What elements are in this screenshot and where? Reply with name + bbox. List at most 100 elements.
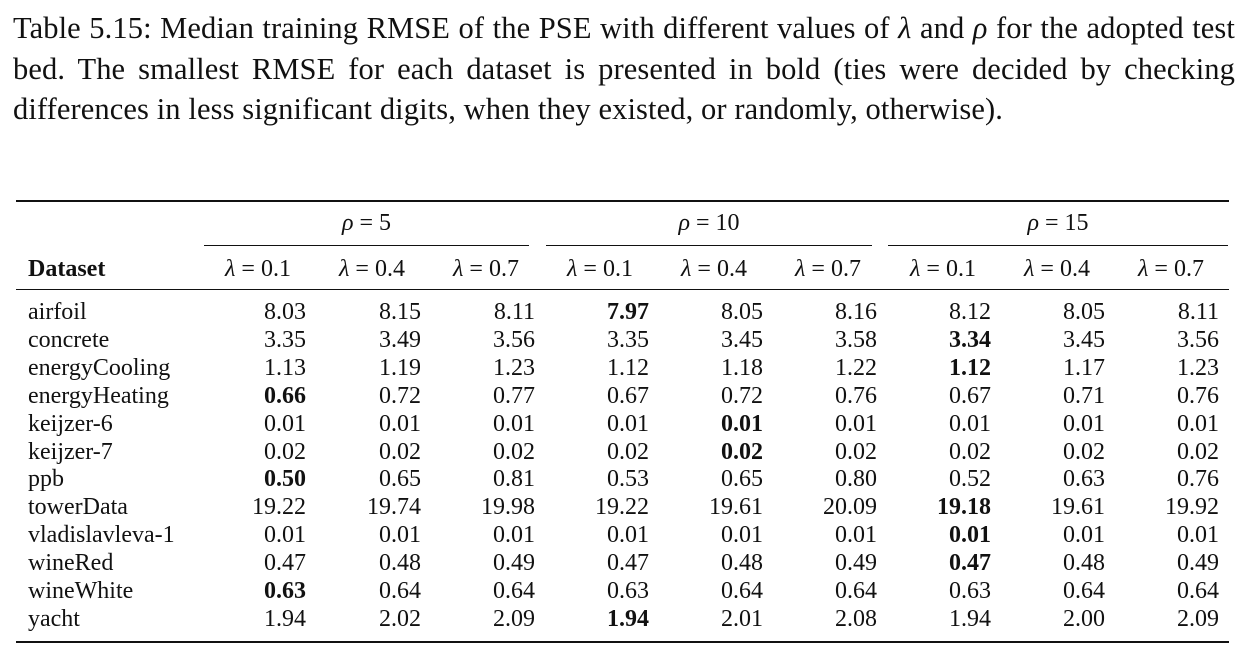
- group-header-value: = 5: [353, 210, 392, 236]
- rmse-value: 0.63: [1063, 466, 1105, 493]
- group-header-rho-15: ρ = 15: [888, 208, 1228, 238]
- caption-text-2: for the adopted test bed. The smallest R…: [13, 11, 1235, 126]
- rmse-value: 0.47: [264, 550, 306, 577]
- rmse-value: 0.53: [607, 466, 649, 493]
- dataset-name: ppb: [28, 466, 64, 493]
- column-header-symbol: λ: [1138, 256, 1149, 282]
- column-header: λ = 0.7: [772, 254, 884, 284]
- rmse-value: 2.00: [1063, 605, 1105, 632]
- rmse-value: 0.02: [379, 438, 421, 465]
- rmse-value: 1.23: [493, 354, 535, 381]
- table-row: wineRed 0.47 0.48 0.49 0.47 0.48 0.49 0.47 0.48 0…: [0, 549, 1245, 577]
- column-header: λ = 0.4: [316, 254, 428, 284]
- column-header-value: = 0.4: [1034, 256, 1090, 282]
- rmse-value: 0.76: [1177, 466, 1219, 493]
- rmse-value: 0.71: [1063, 382, 1105, 409]
- column-header-value: = 0.4: [691, 256, 747, 282]
- rmse-value: 0.01: [607, 410, 649, 437]
- column-header-symbol: λ: [225, 256, 236, 282]
- rmse-value: 0.76: [835, 382, 877, 409]
- column-header-symbol: λ: [453, 256, 464, 282]
- rmse-value: 0.52: [949, 466, 991, 493]
- dataset-name: yacht: [28, 605, 80, 632]
- rmse-value: 0.01: [264, 410, 306, 437]
- rmse-value: 0.49: [1177, 550, 1219, 577]
- rmse-value: 0.67: [607, 382, 649, 409]
- rmse-value: 0.01: [379, 410, 421, 437]
- table-bottom-rule: [16, 641, 1229, 643]
- rmse-value: 0.64: [1063, 578, 1105, 604]
- rmse-value: 8.03: [264, 299, 306, 325]
- table-caption: Table 5.15: Median training RMSE of the …: [13, 8, 1235, 130]
- dataset-name: keijzer-6: [28, 410, 113, 437]
- column-header-value: = 0.4: [349, 256, 405, 282]
- rmse-value: 8.11: [1177, 299, 1219, 325]
- rmse-value: 0.01: [835, 522, 877, 549]
- group-header-symbol: ρ: [678, 210, 690, 236]
- rmse-value: 0.80: [835, 466, 877, 493]
- rmse-value: 0.65: [379, 466, 421, 493]
- rmse-value: 0.64: [835, 578, 877, 604]
- dataset-name: towerData: [28, 494, 128, 521]
- rmse-value: 0.49: [835, 550, 877, 577]
- dataset-name: wineRed: [28, 550, 114, 577]
- rmse-value: 0.02: [1063, 438, 1105, 465]
- rmse-value: 3.56: [1177, 326, 1219, 353]
- caption-label: Table 5.15:: [13, 11, 152, 45]
- column-header-symbol: λ: [339, 256, 350, 282]
- column-header-value: = 0.7: [1148, 256, 1204, 282]
- rmse-value: 0.01: [1177, 522, 1219, 549]
- rmse-value: 0.02: [264, 438, 306, 465]
- dataset-name: energyHeating: [28, 382, 169, 409]
- table-top-rule: [16, 200, 1229, 202]
- table-row: concrete 3.35 3.49 3.56 3.35 3.45 3.58 3.34 3.45…: [0, 326, 1245, 354]
- table-row: keijzer-7 0.02 0.02 0.02 0.02 0.02 0.02 0.02 0.0…: [0, 438, 1245, 466]
- rmse-value: 1.13: [264, 354, 306, 381]
- rmse-value-best: 3.34: [949, 326, 991, 353]
- dataset-name: wineWhite: [28, 578, 134, 604]
- table-row: ppb 0.50 0.65 0.81 0.53 0.65 0.80 0.52 0.63 0.76: [0, 465, 1245, 493]
- column-header-symbol: λ: [1024, 256, 1035, 282]
- rmse-value: 0.01: [493, 410, 535, 437]
- rmse-value: 0.64: [721, 578, 763, 604]
- dataset-column-header: Dataset: [28, 256, 106, 282]
- rmse-value: 0.02: [493, 438, 535, 465]
- rmse-value: 0.02: [1177, 438, 1219, 465]
- column-header-symbol: λ: [567, 256, 578, 282]
- rmse-value-best: 7.97: [607, 299, 649, 325]
- rmse-value: 2.02: [379, 605, 421, 632]
- rmse-value: 1.94: [264, 605, 306, 632]
- rmse-value: 0.01: [607, 522, 649, 549]
- group-header-value: = 15: [1038, 210, 1089, 236]
- rmse-value: 0.48: [379, 550, 421, 577]
- column-header-value: = 0.1: [235, 256, 291, 282]
- rmse-value: 8.05: [1063, 299, 1105, 325]
- rmse-value: 0.77: [493, 382, 535, 409]
- rmse-value: 0.64: [493, 578, 535, 604]
- column-header: λ = 0.4: [1001, 254, 1113, 284]
- column-header: λ = 0.7: [1115, 254, 1227, 284]
- rmse-value: 8.16: [835, 299, 877, 325]
- table-row: energyHeating 0.66 0.72 0.77 0.67 0.72 0.76 0.6…: [0, 382, 1245, 410]
- column-header: λ = 0.7: [430, 254, 542, 284]
- rmse-value: 0.49: [493, 550, 535, 577]
- group-header-rho-5: ρ = 5: [204, 208, 529, 238]
- rmse-value: 1.12: [607, 354, 649, 381]
- dataset-name: keijzer-7: [28, 438, 113, 465]
- column-header: λ = 0.4: [658, 254, 770, 284]
- rmse-value: 8.05: [721, 299, 763, 325]
- table-row: airfoil 8.03 8.15 8.11 7.97 8.05 8.16 8.12 8.05 8…: [0, 298, 1245, 326]
- rmse-value: 0.67: [949, 382, 991, 409]
- rmse-value: 3.35: [264, 326, 306, 353]
- rmse-value: 0.02: [607, 438, 649, 465]
- rmse-value: 19.61: [709, 494, 763, 521]
- column-header-symbol: λ: [910, 256, 921, 282]
- rmse-value: 0.81: [493, 466, 535, 493]
- rmse-value: 0.01: [1063, 522, 1105, 549]
- rmse-value: 0.02: [949, 438, 991, 465]
- rmse-value: 0.01: [493, 522, 535, 549]
- rmse-value-best: 0.50: [264, 466, 306, 493]
- rmse-value: 19.22: [595, 494, 649, 521]
- dataset-name: concrete: [28, 326, 110, 353]
- rmse-value: 0.48: [1063, 550, 1105, 577]
